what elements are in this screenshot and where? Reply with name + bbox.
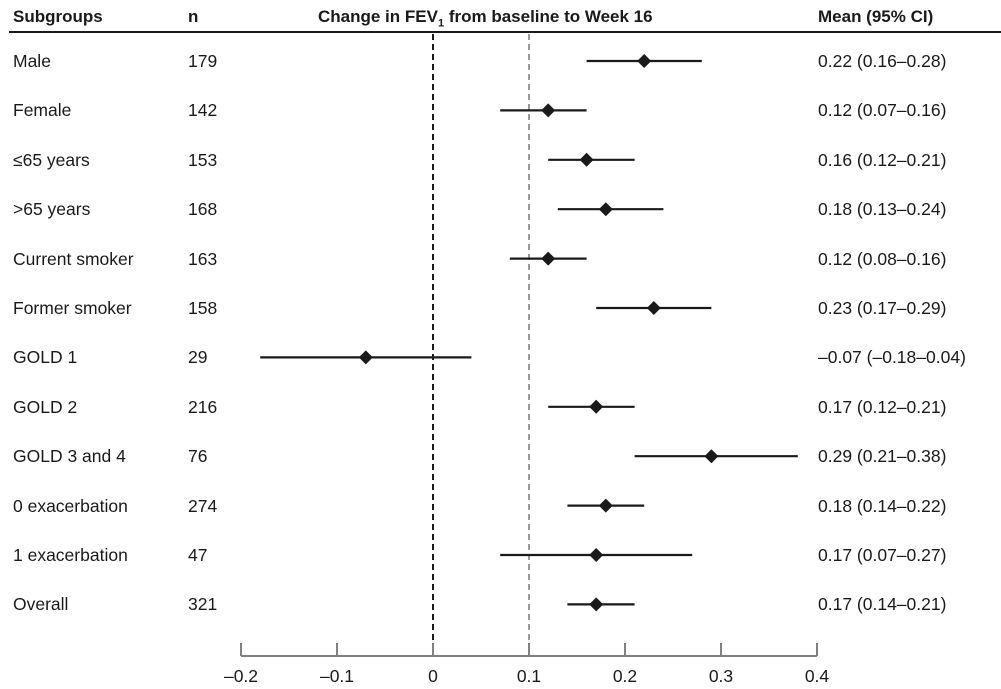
row-label: Male xyxy=(13,51,51,71)
row-ci-text: –0.07 (–0.18–0.04) xyxy=(818,347,966,368)
row-n: 47 xyxy=(188,545,208,565)
row-label: ≤65 years xyxy=(13,149,90,170)
mean-diamond xyxy=(598,202,613,217)
ci-header: Mean (95% CI) xyxy=(818,7,934,26)
x-tick-label: 0.4 xyxy=(805,666,830,686)
row-n: 153 xyxy=(188,149,218,170)
row-ci-text: 0.18 (0.14–0.22) xyxy=(818,495,947,516)
row-label: 0 exacerbation xyxy=(13,495,128,516)
row-ci-text: 0.12 (0.07–0.16) xyxy=(818,100,947,121)
x-tick-label: 0.3 xyxy=(709,666,733,686)
row-label: Former smoker xyxy=(13,298,132,318)
row-ci-text: 0.18 (0.13–0.24) xyxy=(818,199,947,220)
row-ci-text: 0.12 (0.08–0.16) xyxy=(818,248,947,269)
n-header: n xyxy=(188,7,199,26)
row-ci-text: 0.17 (0.07–0.27) xyxy=(818,545,947,565)
row-n: 163 xyxy=(188,248,218,269)
mean-diamond xyxy=(589,548,604,562)
row-ci-text: 0.17 (0.12–0.21) xyxy=(818,396,947,417)
row-n: 76 xyxy=(188,446,208,467)
row-n: 179 xyxy=(188,51,218,71)
chart-title-subscript: 1 xyxy=(437,17,445,30)
chart-title-prefix: Change in FEV xyxy=(318,7,438,26)
mean-diamond xyxy=(358,350,373,365)
row-ci-text: 0.17 (0.14–0.21) xyxy=(818,594,947,615)
row-label: Overall xyxy=(13,594,69,615)
row-label: 1 exacerbation xyxy=(13,545,128,565)
mean-diamond xyxy=(637,54,652,68)
row-n: 158 xyxy=(188,298,218,318)
row-label: GOLD 3 and 4 xyxy=(13,446,126,467)
x-tick-label: 0.2 xyxy=(613,666,637,686)
row-label: Female xyxy=(13,100,72,121)
row-ci-text: 0.16 (0.12–0.21) xyxy=(818,149,947,170)
row-n: 29 xyxy=(188,347,208,368)
mean-diamond xyxy=(646,301,661,315)
row-label: >65 years xyxy=(13,199,91,220)
row-n: 274 xyxy=(188,495,218,516)
row-label: GOLD 1 xyxy=(13,347,78,368)
mean-diamond xyxy=(541,251,556,266)
row-n: 168 xyxy=(188,199,218,220)
x-tick-label: 0.1 xyxy=(517,666,541,686)
mean-diamond xyxy=(598,498,613,513)
chart-title: Change in FEV1 from baseline to Week 16 xyxy=(318,7,653,29)
row-n: 321 xyxy=(188,594,218,615)
row-label: Current smoker xyxy=(13,248,134,269)
row-ci-text: 0.23 (0.17–0.29) xyxy=(818,298,947,318)
chart-title-suffix: from baseline to Week 16 xyxy=(444,7,653,26)
row-n: 142 xyxy=(188,100,218,121)
x-tick-label: –0.2 xyxy=(224,666,258,686)
mean-diamond xyxy=(589,597,604,612)
row-ci-text: 0.29 (0.21–0.38) xyxy=(818,446,947,467)
mean-diamond xyxy=(704,449,719,464)
header-rule xyxy=(9,31,1001,33)
row-label: GOLD 2 xyxy=(13,396,78,417)
mean-diamond xyxy=(541,103,556,118)
x-tick-label: –0.1 xyxy=(320,666,354,686)
row-ci-text: 0.22 (0.16–0.28) xyxy=(818,51,947,71)
row-n: 216 xyxy=(188,396,218,417)
mean-diamond xyxy=(579,152,594,167)
subgroups-header: Subgroups xyxy=(13,7,103,26)
mean-diamond xyxy=(589,399,604,414)
x-tick-label: 0 xyxy=(428,666,438,686)
